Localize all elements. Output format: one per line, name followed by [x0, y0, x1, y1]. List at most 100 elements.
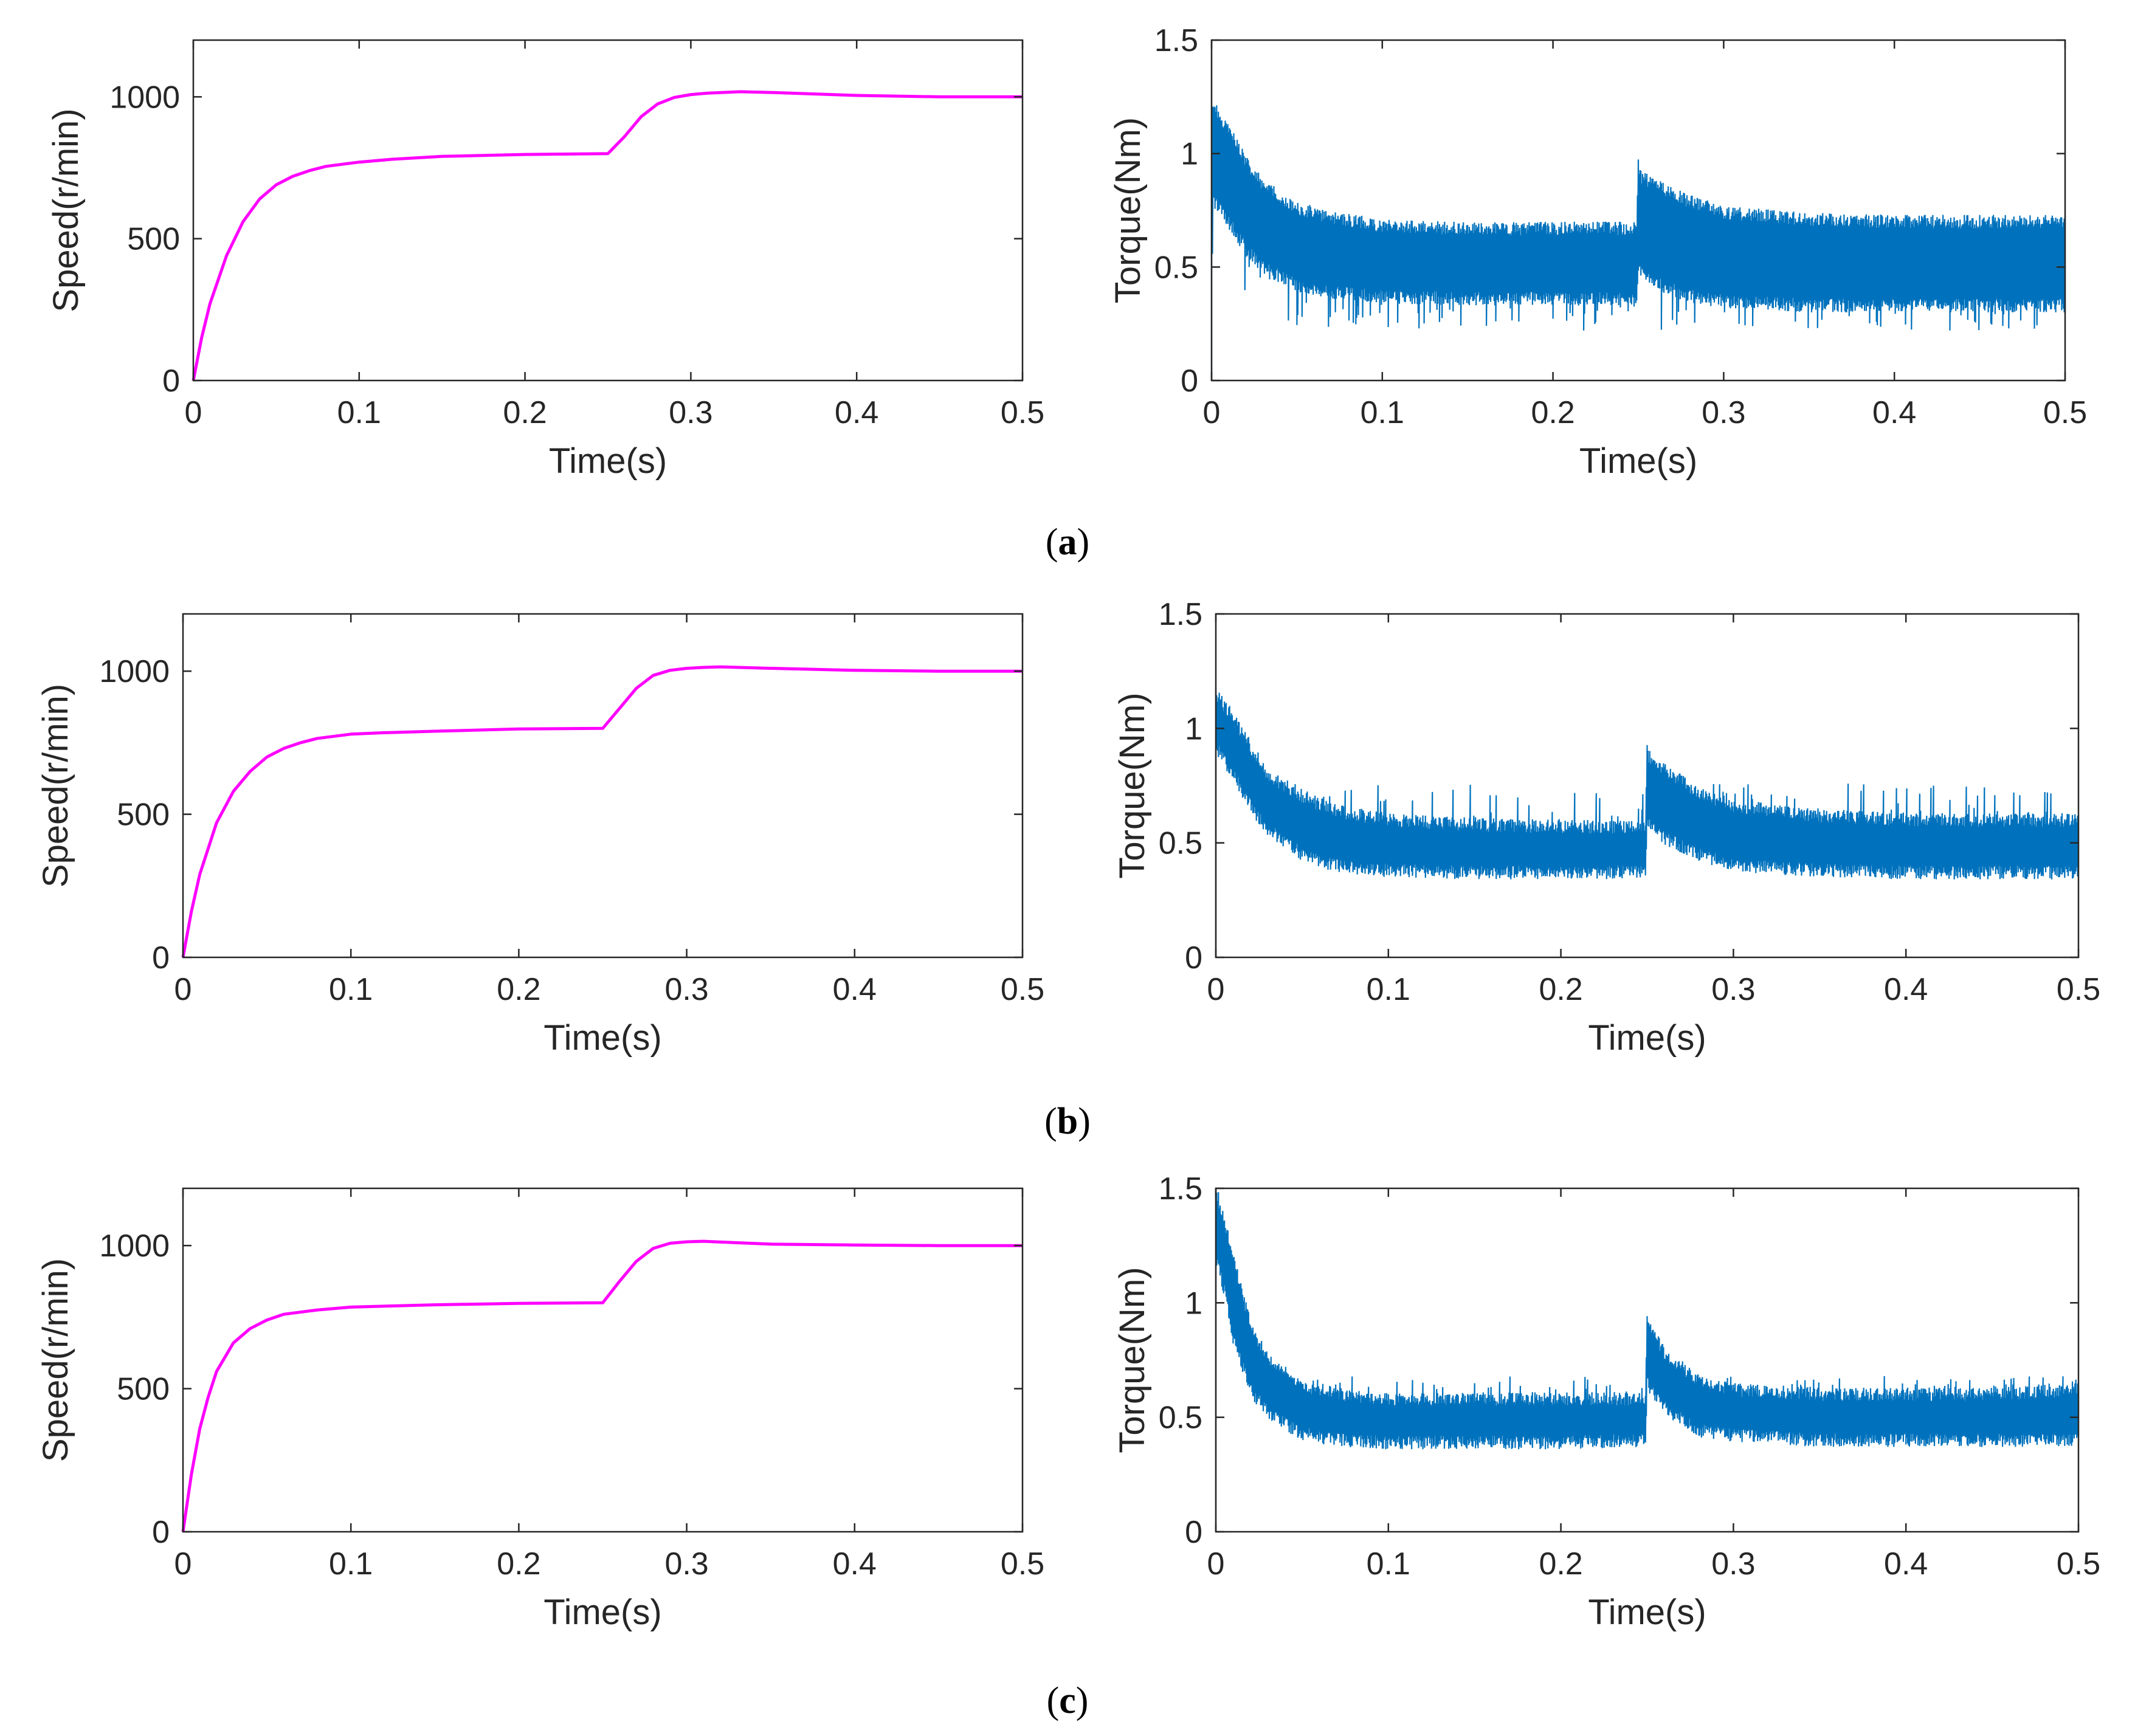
y-tick-label: 0	[1185, 1515, 1202, 1550]
y-tick-label: 0	[162, 363, 180, 399]
x-tick-label: 0.3	[669, 395, 712, 430]
y-tick-label: 1	[1181, 137, 1198, 172]
x-tick-label: 0.3	[664, 1546, 708, 1582]
x-tick-label: 0.4	[833, 972, 877, 1007]
y-tick-label: 1	[1185, 711, 1202, 746]
axes-box	[182, 1187, 1024, 1533]
chart-a-speed: 0 0.1 0.2 0.3 0.4 0.5 0 500 1000 Time(s) Speed(r/m…	[46, 39, 1044, 481]
x-tick-label: 0.3	[664, 972, 708, 1007]
x-tick-label: 0	[1207, 972, 1225, 1007]
chart-a-torque: 0 0.1 0.2 0.3 0.4 0.5 0 0.5 1 1.5 Time(s) Torque(Nm…	[1108, 23, 2087, 481]
y-axis-title: Torque(Nm)	[1112, 1267, 1152, 1453]
chart-c-speed: 0 0.1 0.2 0.3 0.4 0.5 0 500 1000 Time(s) Speed(r/m…	[36, 1187, 1044, 1632]
x-tick-label: 0.4	[1884, 1546, 1928, 1582]
series-speed	[191, 90, 1023, 381]
y-tick-label: 1.5	[1154, 23, 1198, 58]
y-tick-label: 0	[152, 940, 170, 976]
series-torque	[1215, 1188, 2080, 1532]
speed-line	[181, 665, 1023, 958]
x-axis-title: Time(s)	[1588, 1018, 1706, 1058]
x-tick-label: 0	[185, 395, 202, 430]
y-tick-label: 0	[1185, 940, 1202, 976]
y-axis-title: Torque(Nm)	[1112, 692, 1152, 878]
caption-b: (b)	[1044, 1101, 1091, 1142]
caption-letter: a	[1058, 522, 1077, 563]
y-tick-label: 500	[117, 1372, 170, 1407]
y-tick-label: 1000	[99, 654, 170, 689]
speed-line	[181, 1239, 1023, 1532]
x-tick-label: 0.2	[1539, 972, 1582, 1007]
x-tick-label: 0.5	[2043, 395, 2087, 430]
y-tick-label: 0	[1181, 363, 1198, 399]
x-tick-label: 0.2	[497, 1546, 540, 1582]
caption-c: (c)	[1047, 1680, 1089, 1721]
x-tick-label: 0.1	[1367, 1546, 1410, 1582]
y-tick-label: 0	[152, 1515, 170, 1550]
x-tick-label: 0.5	[2057, 972, 2100, 1007]
x-tick-label: 0.3	[1711, 972, 1755, 1007]
x-tick-label: 0.3	[1702, 395, 1745, 430]
torque-line	[1215, 688, 2080, 957]
x-tick-label: 0.1	[329, 972, 373, 1007]
y-tick-label: 1.5	[1159, 1171, 1202, 1207]
x-tick-label: 0.2	[1531, 395, 1575, 430]
series-torque	[1210, 105, 2066, 381]
y-axis-title: Speed(r/min)	[46, 108, 86, 312]
speed-line	[191, 90, 1023, 381]
series-torque	[1215, 688, 2080, 957]
chart-b-torque: 0 0.1 0.2 0.3 0.4 0.5 0 0.5 1 1.5 Time(s) Torque(Nm…	[1112, 597, 2100, 1058]
y-axis-title: Speed(r/min)	[36, 1258, 75, 1462]
y-tick-label: 1000	[109, 80, 180, 115]
x-axis-title: Time(s)	[549, 441, 667, 481]
caption-letter: b	[1057, 1101, 1078, 1142]
x-tick-label: 0	[1207, 1546, 1225, 1582]
x-tick-label: 0	[1203, 395, 1221, 430]
x-tick-label: 0.4	[835, 395, 878, 430]
axes-box	[182, 613, 1024, 959]
x-tick-label: 0.1	[1367, 972, 1410, 1007]
caption-a: (a)	[1046, 522, 1089, 563]
x-tick-label: 0.5	[1001, 395, 1044, 430]
x-tick-label: 0.1	[337, 395, 381, 430]
torque-line	[1210, 105, 2066, 381]
y-tick-label: 1	[1185, 1286, 1202, 1321]
x-tick-label: 0.1	[329, 1546, 373, 1582]
series-speed	[181, 665, 1023, 958]
x-tick-label: 0.5	[2057, 1546, 2100, 1582]
axes-box	[192, 39, 1024, 382]
x-tick-label: 0.3	[1711, 1546, 1755, 1582]
torque-line	[1215, 1188, 2080, 1532]
x-tick-label: 0	[174, 1546, 192, 1582]
x-tick-label: 0.4	[1872, 395, 1916, 430]
x-axis-title: Time(s)	[1588, 1593, 1706, 1632]
y-tick-label: 500	[127, 222, 180, 257]
y-axis-title: Speed(r/min)	[36, 684, 75, 887]
x-tick-label: 0.5	[1001, 972, 1044, 1007]
x-axis-title: Time(s)	[543, 1018, 661, 1058]
chart-panels: 0 0.1 0.2 0.3 0.4 0.505001000Time(s)Speed(r/m…	[36, 23, 2100, 1632]
axes-box	[1215, 1187, 2080, 1533]
y-tick-label: 1.5	[1159, 597, 1202, 632]
y-tick-label: 1000	[99, 1228, 170, 1264]
axes-box	[1210, 39, 2066, 382]
chart-b-speed: 0 0.1 0.2 0.3 0.4 0.5 0 500 1000 Time(s) Speed(r/m…	[36, 613, 1044, 1058]
x-tick-label: 0.2	[1539, 1546, 1582, 1582]
caption-letter: c	[1059, 1680, 1076, 1721]
y-tick-label: 0.5	[1154, 250, 1198, 285]
x-axis-title: Time(s)	[1579, 441, 1697, 481]
chart-c-torque: 0 0.1 0.2 0.3 0.4 0.5 0 0.5 1 1.5 Time(s) Torque(Nm…	[1112, 1171, 2100, 1632]
x-tick-label: 0.4	[833, 1546, 877, 1582]
y-tick-label: 0.5	[1159, 1400, 1202, 1436]
panel-captions: (a) (b) (c)	[1044, 522, 1091, 1721]
x-tick-label: 0.1	[1361, 395, 1404, 430]
y-axis-title: Torque(Nm)	[1108, 117, 1148, 303]
y-tick-label: 0.5	[1159, 826, 1202, 861]
y-tick-label: 500	[117, 797, 170, 833]
x-tick-label: 0.2	[503, 395, 547, 430]
x-tick-label: 0.4	[1884, 972, 1928, 1007]
x-tick-label: 0.2	[497, 972, 540, 1007]
x-axis-title: Time(s)	[543, 1593, 661, 1632]
axes-box	[1215, 613, 2080, 959]
series-speed	[181, 1239, 1023, 1532]
x-tick-label: 0	[174, 972, 192, 1007]
